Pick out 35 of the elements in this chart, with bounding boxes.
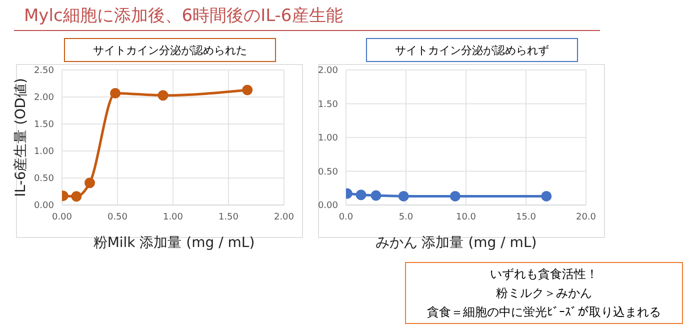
point (110, 88, 121, 98)
y-tick-label: 2.00 (34, 93, 54, 104)
x-tick-label: 0.50 (107, 212, 128, 222)
x-tick-label: 0.00 (52, 212, 72, 222)
point (158, 90, 168, 101)
y-tick-label: 0.00 (318, 201, 338, 212)
text: いずれも貪食活性！ (489, 266, 599, 283)
y-tick-label: 0.00 (34, 201, 54, 212)
chart-title: Mylc細胞に添加後、6時間後のIL-6産生能 (24, 5, 343, 27)
y-tick-label: 0.50 (318, 167, 338, 178)
x-tick-label: 1.00 (162, 212, 184, 222)
text: サイトカイン分泌が認められず (366, 38, 578, 62)
x-axis-title: 粉Milk 添加量 (mg / mL) (92, 234, 256, 252)
y-tick-label: 2.00 (318, 66, 338, 76)
x-tick-label: 2.00 (274, 212, 294, 222)
x-tick-label: 15.0 (516, 212, 536, 222)
point (71, 191, 82, 202)
x-tick-label: 20.0 (576, 212, 596, 222)
y-tick-label: 1.00 (34, 147, 54, 158)
y-tick-label: 2.50 (34, 66, 54, 76)
text: 貪食＝細胞の中に蛍光ﾋﾞｰｽﾞが取り込まれる (426, 304, 662, 321)
y-tick-label: 1.50 (34, 120, 54, 130)
x-tick-label: 5.0 (398, 212, 414, 222)
text: サイトカイン分泌が認められた (64, 38, 276, 62)
x-tick-label: 10.0 (456, 212, 476, 222)
point (242, 84, 253, 96)
y-tick-label: 1.00 (318, 134, 338, 144)
point (84, 178, 95, 188)
text: 粉ミルク＞みかん (495, 285, 593, 302)
x-axis-title: みかん 添加量 (mg / mL) (374, 234, 538, 252)
y-tick-label: 0.50 (34, 174, 54, 184)
y-tick-label: 1.50 (318, 100, 338, 110)
y-axis-title: IL-6産生量 (OD値) (12, 78, 29, 197)
x-tick-label: 0.0 (338, 212, 354, 222)
x-tick-label: 1.50 (218, 212, 239, 222)
